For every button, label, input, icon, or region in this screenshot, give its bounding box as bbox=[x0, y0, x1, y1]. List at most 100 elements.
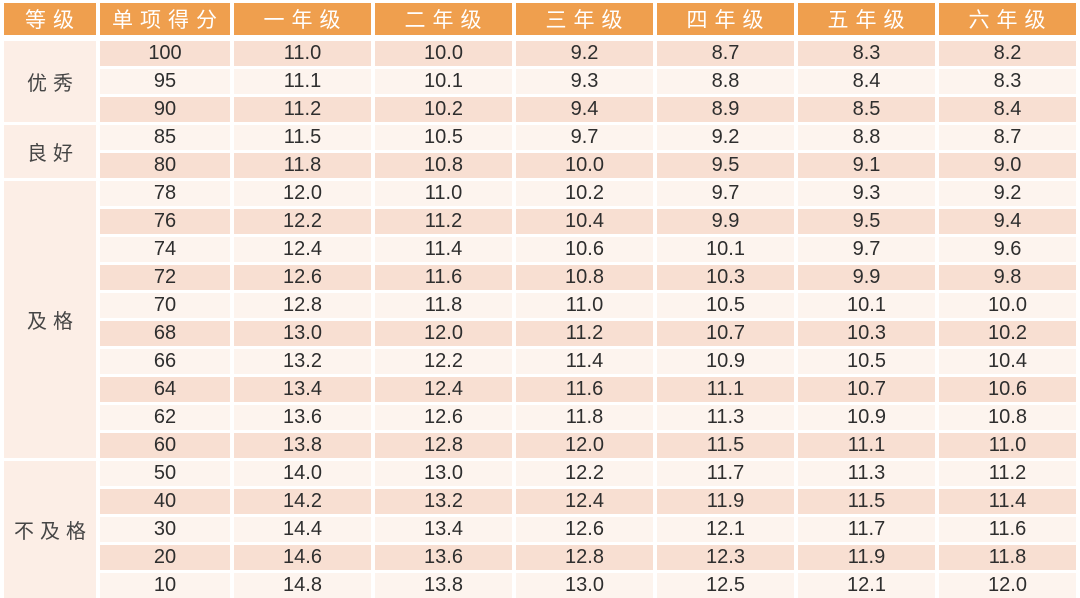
table-row-score-66: 66 13.2 12.2 11.4 10.9 10.5 10.4 bbox=[4, 349, 1076, 374]
table-header: 等级 单项得分 一年级 二年级 三年级 四年级 五年级 六年级 bbox=[4, 3, 1076, 38]
value-cell: 12.0 bbox=[939, 573, 1076, 598]
value-cell: 9.2 bbox=[657, 125, 794, 150]
category-cell-2: 及格 bbox=[4, 181, 96, 458]
value-cell: 14.6 bbox=[234, 545, 371, 570]
table-row-score-20: 20 14.6 13.6 12.8 12.3 11.9 11.8 bbox=[4, 545, 1076, 570]
value-cell: 8.8 bbox=[657, 69, 794, 94]
value-cell: 13.6 bbox=[375, 545, 512, 570]
value-cell: 11.1 bbox=[657, 377, 794, 402]
table-row-score-74: 74 12.4 11.4 10.6 10.1 9.7 9.6 bbox=[4, 237, 1076, 262]
table-row-score-30: 30 14.4 13.4 12.6 12.1 11.7 11.6 bbox=[4, 517, 1076, 542]
value-cell: 9.0 bbox=[939, 153, 1076, 178]
value-cell: 11.3 bbox=[798, 461, 935, 486]
value-cell: 12.4 bbox=[375, 377, 512, 402]
value-cell: 12.8 bbox=[375, 433, 512, 458]
value-cell: 10.5 bbox=[657, 293, 794, 318]
value-cell: 8.3 bbox=[798, 41, 935, 66]
value-cell: 12.0 bbox=[375, 321, 512, 346]
value-cell: 12.3 bbox=[657, 545, 794, 570]
value-cell: 12.0 bbox=[516, 433, 653, 458]
value-cell: 10.1 bbox=[375, 69, 512, 94]
value-cell: 12.4 bbox=[516, 489, 653, 514]
value-cell: 11.2 bbox=[234, 97, 371, 122]
score-cell: 20 bbox=[100, 545, 230, 570]
score-cell: 78 bbox=[100, 181, 230, 206]
value-cell: 11.9 bbox=[657, 489, 794, 514]
value-cell: 11.2 bbox=[939, 461, 1076, 486]
value-cell: 12.8 bbox=[516, 545, 653, 570]
value-cell: 13.2 bbox=[234, 349, 371, 374]
value-cell: 10.7 bbox=[657, 321, 794, 346]
table-row-score-100: 优秀 100 11.0 10.0 9.2 8.7 8.3 8.2 bbox=[4, 41, 1076, 122]
value-cell: 10.4 bbox=[939, 349, 1076, 374]
table-row-score-90: 90 11.2 10.2 9.4 8.9 8.5 8.4 bbox=[4, 97, 1076, 122]
table-row-score-62: 62 13.6 12.6 11.8 11.3 10.9 10.8 bbox=[4, 405, 1076, 430]
value-cell: 10.6 bbox=[939, 377, 1076, 402]
value-cell: 12.1 bbox=[657, 517, 794, 542]
value-cell: 12.6 bbox=[234, 265, 371, 290]
value-cell: 13.8 bbox=[234, 433, 371, 458]
table-row-score-40: 40 14.2 13.2 12.4 11.9 11.5 11.4 bbox=[4, 489, 1076, 514]
table-row-score-85: 良好 85 11.5 10.5 9.7 9.2 8.8 8.7 bbox=[4, 125, 1076, 178]
score-cell: 72 bbox=[100, 265, 230, 290]
value-cell: 11.6 bbox=[516, 377, 653, 402]
value-cell: 11.6 bbox=[939, 517, 1076, 542]
value-cell: 8.8 bbox=[798, 125, 935, 150]
value-cell: 13.0 bbox=[516, 573, 653, 598]
value-cell: 10.1 bbox=[798, 293, 935, 318]
score-cell: 95 bbox=[100, 69, 230, 94]
value-cell: 8.5 bbox=[798, 97, 935, 122]
value-cell: 10.6 bbox=[516, 237, 653, 262]
table-row-score-72: 72 12.6 11.6 10.8 10.3 9.9 9.8 bbox=[4, 265, 1076, 290]
value-cell: 14.0 bbox=[234, 461, 371, 486]
score-cell: 70 bbox=[100, 293, 230, 318]
value-cell: 12.1 bbox=[798, 573, 935, 598]
value-cell: 13.8 bbox=[375, 573, 512, 598]
value-cell: 8.3 bbox=[939, 69, 1076, 94]
value-cell: 11.6 bbox=[375, 265, 512, 290]
value-cell: 9.7 bbox=[657, 181, 794, 206]
value-cell: 12.2 bbox=[516, 461, 653, 486]
score-cell: 64 bbox=[100, 377, 230, 402]
table-row-score-95: 95 11.1 10.1 9.3 8.8 8.4 8.3 bbox=[4, 69, 1076, 94]
value-cell: 13.2 bbox=[375, 489, 512, 514]
value-cell: 12.2 bbox=[375, 349, 512, 374]
column-header-3: 二年级 bbox=[375, 3, 512, 38]
value-cell: 8.2 bbox=[939, 41, 1076, 66]
value-cell: 9.5 bbox=[657, 153, 794, 178]
value-cell: 11.5 bbox=[657, 433, 794, 458]
value-cell: 8.9 bbox=[657, 97, 794, 122]
value-cell: 10.9 bbox=[657, 349, 794, 374]
column-header-4: 三年级 bbox=[516, 3, 653, 38]
value-cell: 13.6 bbox=[234, 405, 371, 430]
value-cell: 10.2 bbox=[375, 97, 512, 122]
table-row-score-60: 60 13.8 12.8 12.0 11.5 11.1 11.0 bbox=[4, 433, 1076, 458]
table-row-score-78: 及格 78 12.0 11.0 10.2 9.7 9.3 9.2 bbox=[4, 181, 1076, 458]
value-cell: 12.0 bbox=[234, 181, 371, 206]
score-cell: 68 bbox=[100, 321, 230, 346]
value-cell: 11.5 bbox=[798, 489, 935, 514]
value-cell: 14.8 bbox=[234, 573, 371, 598]
value-cell: 11.5 bbox=[234, 125, 371, 150]
category-cell-0: 优秀 bbox=[4, 41, 96, 122]
value-cell: 13.4 bbox=[375, 517, 512, 542]
score-cell: 66 bbox=[100, 349, 230, 374]
column-header-6: 五年级 bbox=[798, 3, 935, 38]
value-cell: 13.4 bbox=[234, 377, 371, 402]
table-row-score-10: 10 14.8 13.8 13.0 12.5 12.1 12.0 bbox=[4, 573, 1076, 598]
table-row-score-68: 68 13.0 12.0 11.2 10.7 10.3 10.2 bbox=[4, 321, 1076, 346]
value-cell: 9.3 bbox=[798, 181, 935, 206]
table-row-score-64: 64 13.4 12.4 11.6 11.1 10.7 10.6 bbox=[4, 377, 1076, 402]
score-cell: 90 bbox=[100, 97, 230, 122]
value-cell: 11.1 bbox=[798, 433, 935, 458]
value-cell: 8.7 bbox=[939, 125, 1076, 150]
value-cell: 12.6 bbox=[516, 517, 653, 542]
value-cell: 8.7 bbox=[657, 41, 794, 66]
value-cell: 12.2 bbox=[234, 209, 371, 234]
score-cell: 74 bbox=[100, 237, 230, 262]
table-row-score-50: 不及格 50 14.0 13.0 12.2 11.7 11.3 11.2 bbox=[4, 461, 1076, 598]
value-cell: 10.8 bbox=[516, 265, 653, 290]
value-cell: 11.9 bbox=[798, 545, 935, 570]
value-cell: 14.2 bbox=[234, 489, 371, 514]
